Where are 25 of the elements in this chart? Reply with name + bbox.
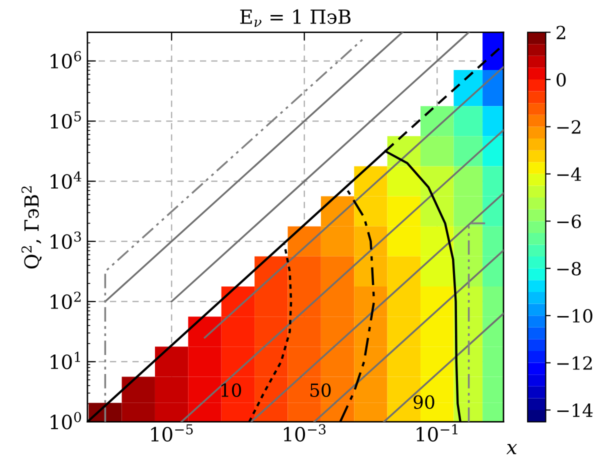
x-axis-title: x	[506, 444, 518, 454]
y-tick-label: 10$^{3}$	[50, 231, 81, 249]
x-tick-label: 10$^{−1}$	[416, 424, 458, 442]
y-tick-label: 10$^{1}$	[50, 352, 80, 370]
color-bar-label: −12	[557, 356, 592, 370]
color-bar-label: −6	[557, 214, 581, 228]
y-tick-label: 10$^{2}$	[50, 292, 81, 310]
y-tick-label: 10$^{5}$	[50, 111, 81, 129]
series-label: 50	[310, 383, 331, 397]
color-bar-label: −4	[557, 167, 582, 181]
x-tick-label: 10$^{−3}$	[284, 424, 326, 442]
color-bar-label: 2	[556, 26, 566, 40]
x-tick-label: 10$^{−5}$	[151, 424, 193, 442]
y-tick-label: 10$^{0}$	[50, 412, 82, 430]
color-bar-label: 0	[556, 72, 566, 87]
y-tick-label: 10$^{4}$	[50, 171, 82, 189]
color-bar-label: −2	[557, 120, 580, 134]
chart-title: E$_{ν}$ = 1 ПэВ	[240, 9, 350, 27]
color-bar-label: −8	[557, 262, 581, 276]
series-label: 10	[222, 383, 242, 397]
y-tick-label: 10$^{6}$	[50, 51, 82, 68]
series-label: 90	[414, 395, 434, 409]
color-bar-label: −10	[557, 309, 592, 323]
color-bar-label: −14	[557, 403, 593, 417]
y-axis-title: Q$^{2}$, ГэВ$^{2}$	[21, 186, 42, 269]
